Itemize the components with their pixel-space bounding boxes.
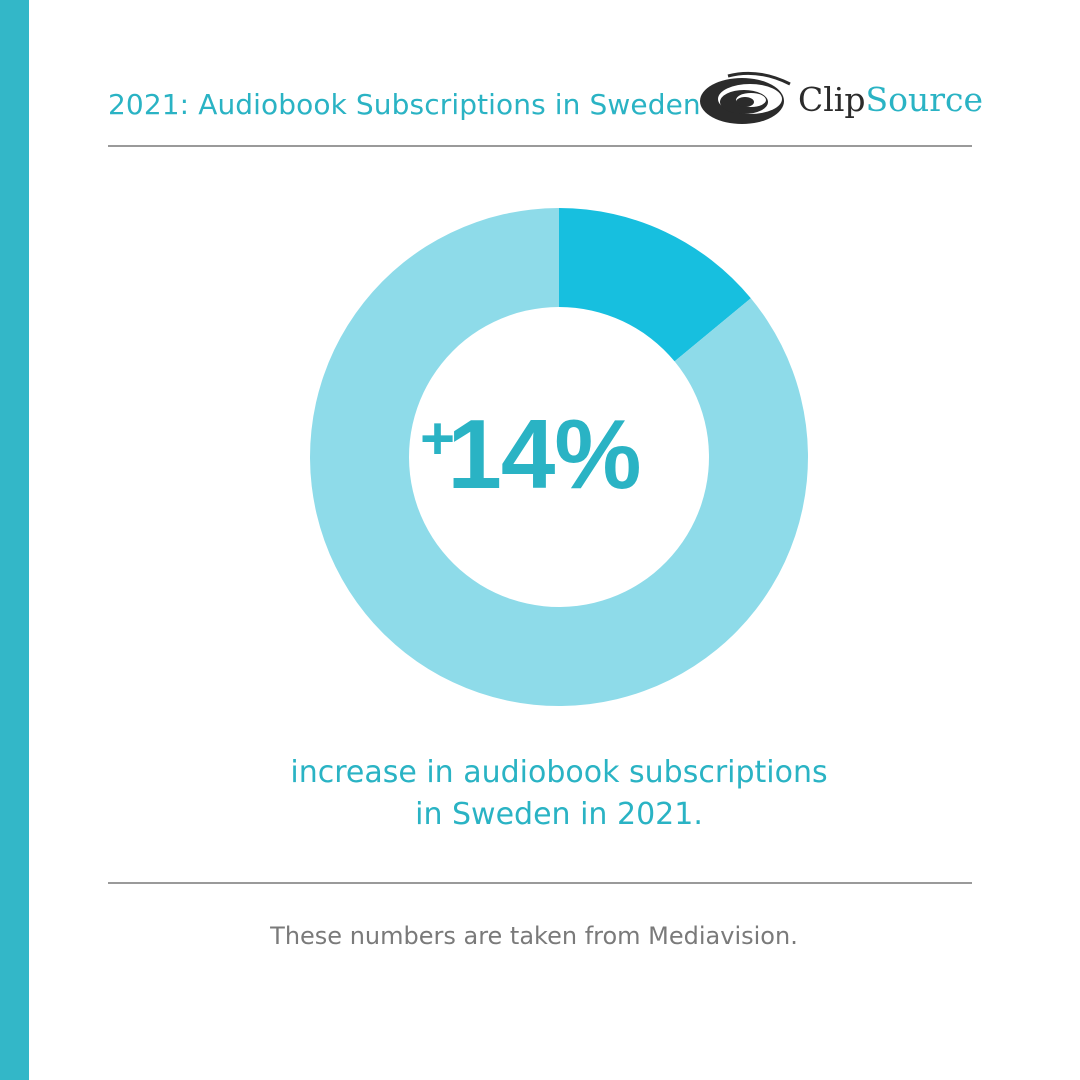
- donut-slice-remainder: [309, 208, 808, 706]
- accent-side-bar: [0, 0, 29, 1080]
- caption-text: increase in audiobook subscriptions in S…: [200, 752, 918, 836]
- caption-line-1: increase in audiobook subscriptions: [290, 755, 828, 790]
- plus-sign: +: [420, 405, 456, 472]
- top-divider: [108, 145, 972, 147]
- caption-line-2: in Sweden in 2021.: [415, 797, 703, 832]
- donut-slice-increase: [559, 208, 751, 362]
- logo-wordmark-source: Source: [865, 80, 983, 119]
- source-note: These numbers are taken from Mediavision…: [270, 922, 798, 950]
- clipsource-logo: ClipSource: [698, 70, 983, 130]
- logo-wordmark-clip: Clip: [798, 80, 866, 119]
- big-percentage-value: 14%: [447, 399, 641, 509]
- swirl-logo-icon: [700, 71, 791, 124]
- chart-title: 2021: Audiobook Subscriptions in Sweden: [108, 88, 701, 121]
- donut-slices: [309, 208, 808, 706]
- logo-wordmark: ClipSource: [798, 80, 983, 119]
- bottom-divider: [108, 882, 972, 884]
